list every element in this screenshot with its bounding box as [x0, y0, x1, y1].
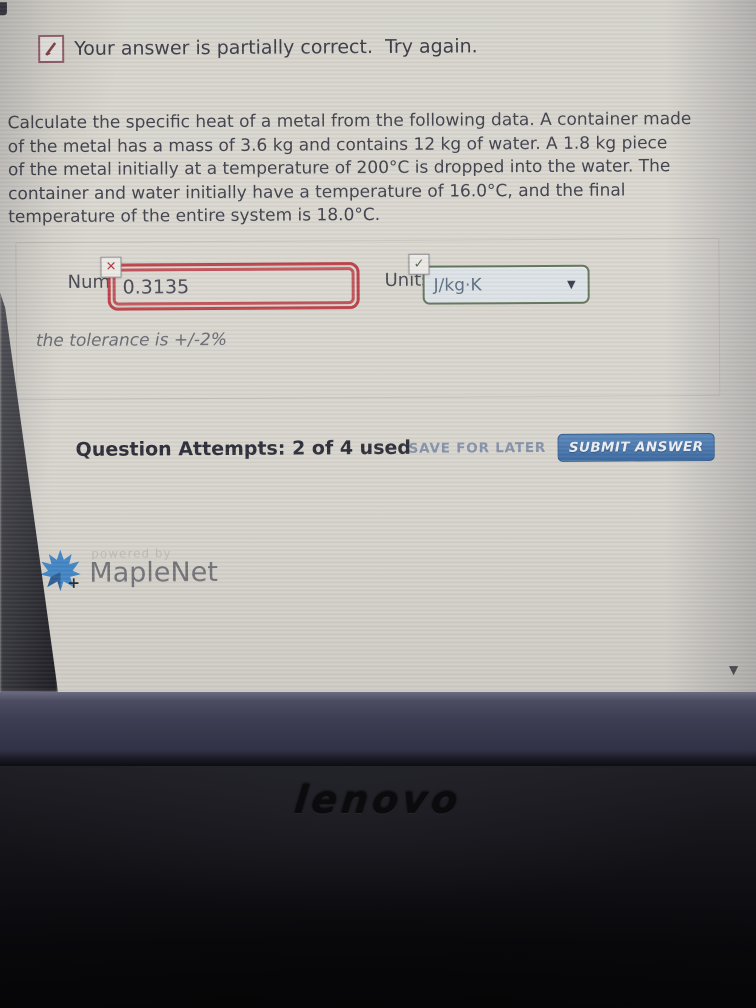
laptop-body: lenovo — [0, 766, 756, 1008]
check-mark-icon: ✓ — [408, 253, 430, 275]
x-mark-glyph: ✕ — [105, 259, 117, 275]
feedback-banner: Your answer is partially correct. Try ag… — [38, 32, 478, 64]
page-content: Your answer is partially correct. Try ag… — [0, 2, 739, 677]
save-for-later-link[interactable]: SAVE FOR LATER — [408, 439, 547, 457]
maple-plus-mark: + — [67, 573, 81, 592]
scroll-down-arrow-icon[interactable]: ▼ — [728, 662, 739, 677]
x-mark-icon: ✕ — [100, 256, 122, 278]
pencil-icon — [38, 34, 65, 64]
question-attempts-counter: Question Attempts: 2 of 4 used — [75, 436, 412, 461]
maplenet-branding: + powered by MapleNet — [37, 543, 257, 604]
laptop-bezel — [0, 692, 756, 766]
number-input-inner-frame — [112, 267, 355, 306]
lenovo-logo: lenovo — [292, 778, 464, 822]
number-input-error-frame — [107, 262, 360, 311]
maplenet-wordmark: MapleNet — [89, 556, 218, 589]
screen: Your answer is partially correct. Try ag… — [0, 0, 756, 692]
screen-corner-artifact — [0, 2, 7, 16]
maple-leaf-icon — [37, 548, 83, 596]
submit-answer-button[interactable]: SUBMIT ANSWER — [557, 432, 715, 462]
check-mark-glyph: ✓ — [413, 256, 425, 272]
feedback-message: Your answer is partially correct. Try ag… — [74, 35, 478, 60]
problem-text: Calculate the specific heat of a metal f… — [7, 109, 692, 228]
units-selected-value: J/kg·K — [433, 274, 482, 296]
caret-down-icon: ▼ — [567, 277, 576, 291]
tolerance-note: the tolerance is +/-2% — [35, 329, 228, 352]
number-input[interactable] — [115, 274, 352, 299]
units-dropdown[interactable]: J/kg·K ▼ — [422, 264, 590, 305]
